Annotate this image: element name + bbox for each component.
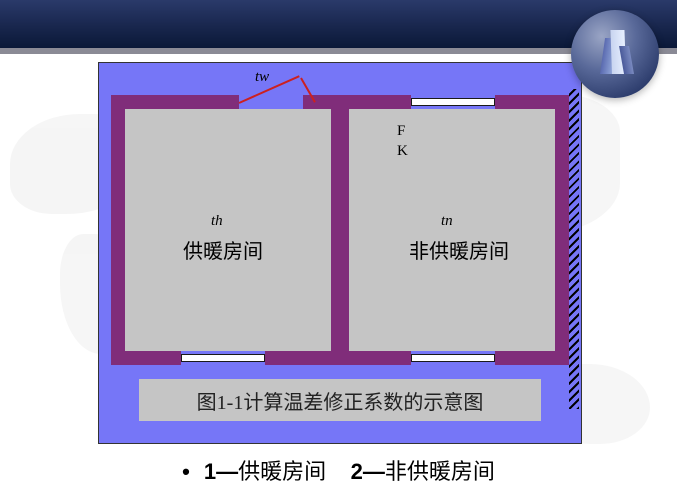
legend-2-text: 非供暖房间 bbox=[385, 459, 495, 484]
room-left bbox=[125, 109, 331, 351]
label-room-right: 非供暖房间 bbox=[409, 235, 509, 264]
mid-wall bbox=[331, 95, 349, 365]
figure-caption: 图1-1计算温差修正系数的示意图 bbox=[197, 386, 484, 415]
logo-badge bbox=[571, 10, 659, 98]
diagram-panel: tw th 供暖房间 tn 非供暖房间 F K 图1-1计算温差修正系数的示意图 bbox=[98, 62, 582, 444]
legend: • 1—供暖房间 2—非供暖房间 bbox=[0, 454, 677, 486]
window-bottom-left bbox=[181, 354, 265, 362]
bullet-icon: • bbox=[182, 459, 190, 484]
label-room-left: 供暖房间 bbox=[183, 235, 263, 264]
window-bottom-right bbox=[411, 354, 495, 362]
bar-chart-icon bbox=[590, 29, 640, 79]
exterior-hatch bbox=[569, 89, 579, 409]
figure-caption-box: 图1-1计算温差修正系数的示意图 bbox=[139, 379, 541, 421]
label-F: F bbox=[397, 123, 405, 140]
label-tn: tn bbox=[441, 213, 453, 230]
floor-plan: th 供暖房间 tn 非供暖房间 F K bbox=[111, 95, 569, 365]
legend-2-key: 2 bbox=[351, 459, 363, 484]
legend-1-text: 供暖房间 bbox=[238, 459, 326, 484]
label-K: K bbox=[397, 143, 408, 160]
legend-2-sep: — bbox=[363, 459, 385, 484]
room-right bbox=[349, 109, 555, 351]
window-top-right bbox=[411, 98, 495, 106]
legend-1-key: 1 bbox=[204, 459, 216, 484]
legend-1-sep: — bbox=[216, 459, 238, 484]
label-th: th bbox=[211, 213, 223, 230]
label-tw: tw bbox=[255, 69, 269, 86]
